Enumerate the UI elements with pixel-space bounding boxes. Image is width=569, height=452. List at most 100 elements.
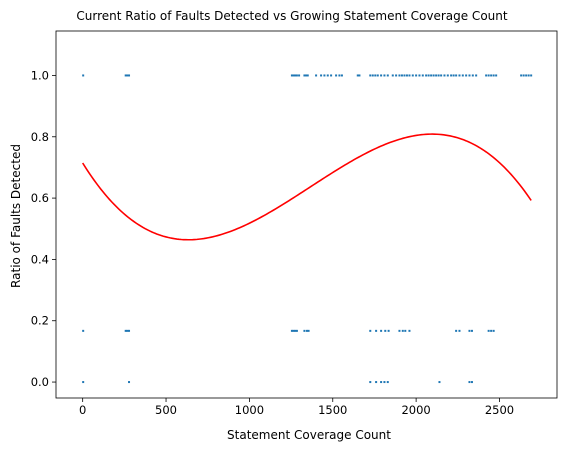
scatter-point (527, 74, 530, 77)
axes-frame (55, 30, 558, 399)
scatter-point (468, 329, 471, 332)
scatter-point (470, 381, 473, 384)
scatter-point (380, 329, 383, 332)
x-tick-label: 1000 (235, 403, 264, 417)
scatter-point (305, 74, 308, 77)
scatter-point (380, 381, 383, 384)
x-tick-label: 2000 (401, 403, 430, 417)
scatter-point (487, 74, 490, 77)
scatter-point (386, 74, 389, 77)
scatter-point (452, 74, 455, 77)
scatter-point (395, 74, 398, 77)
scatter-point (470, 329, 473, 332)
scatter-point (330, 74, 333, 77)
scatter-point (475, 74, 478, 77)
y-tick-label: 0.6 (31, 191, 49, 205)
y-axis-label: Ratio of Faults Detected (9, 144, 23, 288)
scatter-point (490, 74, 493, 77)
scatter-point (398, 74, 401, 77)
scatter-point (294, 74, 297, 77)
scatter-point (430, 74, 433, 77)
scatter-point (358, 74, 361, 77)
scatter-point (530, 74, 533, 77)
scatter-point (450, 74, 453, 77)
scatter-point (418, 74, 421, 77)
scatter-point (485, 74, 488, 77)
scatter-point (376, 74, 379, 77)
scatter-point (128, 329, 131, 332)
scatter-point (403, 74, 406, 77)
scatter-point (371, 74, 374, 77)
scatter-series (82, 74, 533, 384)
scatter-point (320, 74, 323, 77)
scatter-point (383, 381, 386, 384)
x-axis-label: Statement Coverage Count (227, 428, 391, 442)
scatter-point (401, 329, 404, 332)
scatter-point (128, 74, 131, 77)
scatter-point (315, 74, 318, 77)
scatter-point (303, 74, 306, 77)
scatter-point (375, 381, 378, 384)
scatter-point (326, 74, 329, 77)
scatter-point (295, 329, 298, 332)
scatter-point (465, 74, 468, 77)
y-tick-label: 0.2 (31, 314, 49, 328)
scatter-point (492, 74, 495, 77)
scatter-point (82, 381, 85, 384)
scatter-point (124, 74, 127, 77)
scatter-point (387, 329, 390, 332)
scatter-point (303, 329, 306, 332)
scatter-point (369, 381, 372, 384)
scatter-point (408, 74, 411, 77)
x-axis-ticks: 0 500 1000 1500 2000 2500 (79, 398, 514, 417)
scatter-point (338, 74, 341, 77)
scatter-point (298, 74, 301, 77)
scatter-point (427, 74, 430, 77)
y-tick-label: 0.4 (31, 252, 49, 266)
x-tick-label: 500 (155, 403, 177, 417)
y-tick-label: 0.8 (31, 130, 49, 144)
scatter-point (411, 74, 414, 77)
scatter-point (522, 74, 525, 77)
scatter-point (421, 74, 424, 77)
scatter-point (375, 329, 378, 332)
scatter-point (443, 74, 446, 77)
scatter-point (455, 74, 458, 77)
scatter-point (471, 74, 474, 77)
y-tick-label: 1.0 (31, 68, 49, 82)
scatter-point (455, 329, 458, 332)
scatter-point (440, 74, 443, 77)
scatter-point (415, 74, 418, 77)
y-axis-ticks: 0.0 0.2 0.4 0.6 0.8 1.0 (31, 68, 56, 389)
scatter-point (461, 74, 464, 77)
scatter-point (323, 74, 326, 77)
scatter-point (458, 74, 461, 77)
fit-curve-line (82, 133, 532, 241)
scatter-point (400, 74, 403, 77)
scatter-point (335, 74, 338, 77)
scatter-point (290, 329, 293, 332)
scatter-point (295, 74, 298, 77)
scatter-point (446, 74, 449, 77)
y-tick-label: 0.0 (31, 375, 49, 389)
scatter-point (128, 381, 131, 384)
scatter-point (82, 74, 85, 77)
plot-area (82, 74, 533, 384)
scatter-point (495, 74, 498, 77)
scatter-point (369, 329, 372, 332)
x-tick-label: 1500 (318, 403, 347, 417)
scatter-point (340, 74, 343, 77)
scatter-point (405, 74, 408, 77)
scatter-point (374, 74, 377, 77)
scatter-point (525, 74, 528, 77)
scatter-point (425, 74, 428, 77)
x-tick-label: 2500 (485, 403, 514, 417)
scatter-point (437, 74, 440, 77)
scatter-point (307, 329, 310, 332)
scatter-point (490, 329, 493, 332)
scatter-point (391, 74, 394, 77)
scatter-point (468, 74, 471, 77)
scatter-point (487, 329, 490, 332)
